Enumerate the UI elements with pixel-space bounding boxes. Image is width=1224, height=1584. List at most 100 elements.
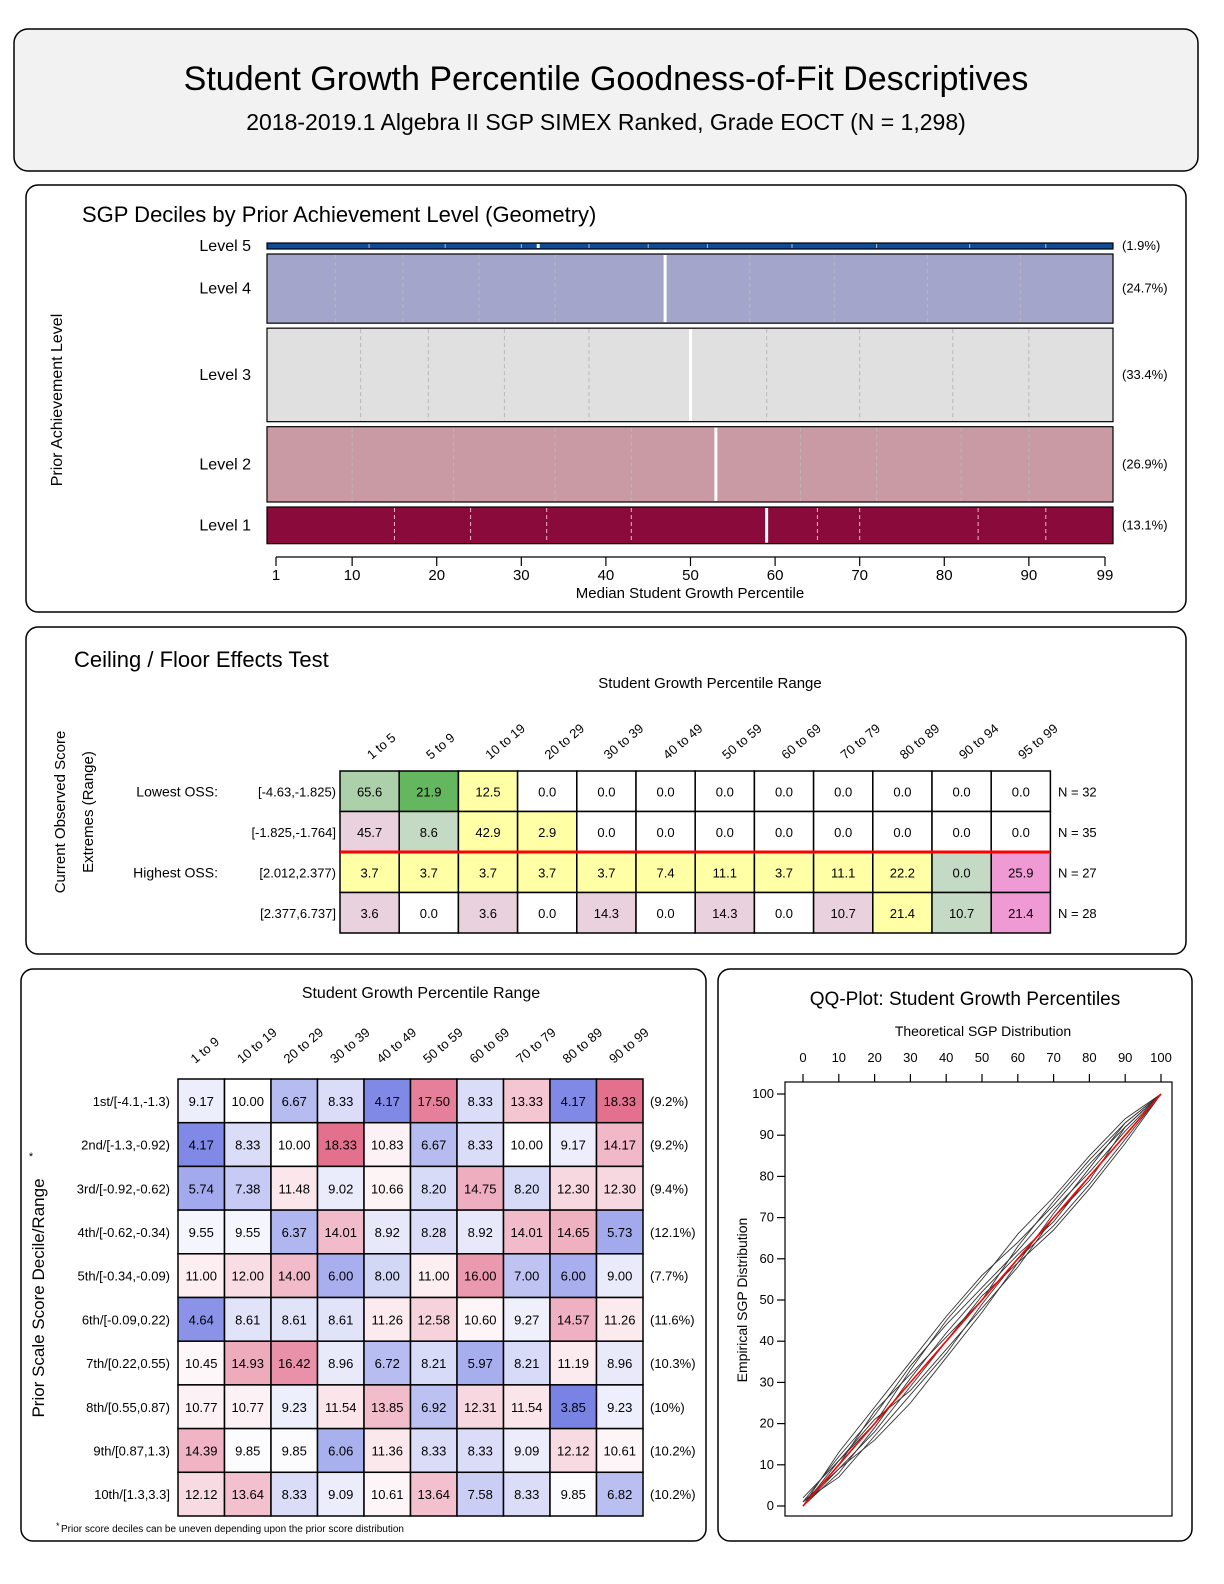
- heatmap-cell-value: 11.54: [511, 1400, 543, 1415]
- heatmap-cell-value: 10.45: [185, 1356, 218, 1371]
- x-tick-label: 20: [428, 567, 445, 584]
- heatmap-cell: [409, 1427, 458, 1474]
- cf-cell: [457, 770, 519, 813]
- heatmap-row-label: 6th/[-0.09,0.22): [82, 1312, 170, 1327]
- cf-cell-value: 21.4: [1008, 906, 1033, 921]
- heatmap-cell-value: 8.33: [235, 1138, 260, 1153]
- heatmap-cell: [549, 1253, 598, 1299]
- heatmap-cell-value: 9.09: [514, 1443, 539, 1458]
- qq-x-tick-label: 20: [867, 1050, 881, 1065]
- heatmap-cell-value: 10.61: [371, 1487, 404, 1502]
- cf-cell: [694, 770, 756, 813]
- heatmap-cell-value: 14.17: [603, 1138, 636, 1153]
- deciles-bars: Level 5 (1.9%) Level 4 (24.7%) Level 3 (33.4%…: [199, 238, 1168, 545]
- heatmap-cell: [363, 1427, 412, 1474]
- heatmap-cell-value: 16.42: [278, 1356, 311, 1371]
- deciles-x-axis: 1 10 20 30 40 50 60 70 80 90 99: [272, 556, 1113, 584]
- heatmap-cell-value: 8.33: [468, 1443, 493, 1458]
- cf-row-range: [2.012,2.377): [259, 865, 336, 880]
- heatmap-row-share: (9.4%): [650, 1181, 688, 1196]
- heatmap-row-label: 3rd/[-0.92,-0.62): [77, 1181, 170, 1196]
- heatmap-cell-value: 10.61: [603, 1443, 636, 1458]
- cf-cell: [576, 851, 637, 894]
- qq-x-tick-label: 10: [832, 1050, 846, 1065]
- heatmap-cell-value: 6.82: [607, 1487, 632, 1502]
- heatmap-footnote-asterisk: *: [56, 1521, 60, 1531]
- heatmap-cell-value: 6.00: [328, 1269, 353, 1284]
- cf-cell: [398, 891, 460, 934]
- cf-cell-value: 0.0: [834, 784, 852, 799]
- x-tick-label: 40: [598, 567, 615, 584]
- cf-cell-value: 3.7: [775, 865, 793, 880]
- qq-empirical-line: [802, 1093, 1162, 1503]
- heatmap-cell-value: 14.39: [185, 1443, 218, 1458]
- cf-cell-value: 3.7: [538, 865, 556, 880]
- heatmap-cell-value: 9.02: [328, 1181, 353, 1196]
- qq-y-tick-label: 80: [760, 1168, 774, 1183]
- heatmap-cell-value: 11.00: [418, 1269, 450, 1284]
- heatmap-cell: [270, 1078, 319, 1124]
- level-share-label: (33.4%): [1122, 367, 1168, 382]
- heatmap-cell-value: 10.66: [371, 1181, 404, 1196]
- heatmap-cell-value: 10.00: [231, 1094, 264, 1109]
- x-tick-label: 60: [767, 567, 784, 584]
- level-bar: [266, 253, 1114, 324]
- cf-cell-value: 0.0: [893, 784, 911, 799]
- heatmap-cell-value: 6.06: [328, 1443, 353, 1458]
- heatmap-cell-value: 12.12: [185, 1487, 218, 1502]
- level-share-label: (13.1%): [1122, 517, 1168, 532]
- heatmap-cell: [270, 1296, 319, 1342]
- heatmap-cell-value: 6.72: [375, 1356, 400, 1371]
- cf-cell-value: 0.0: [1012, 825, 1030, 840]
- heatmap-row-share: (10%): [650, 1400, 685, 1415]
- heatmap-cell: [502, 1471, 551, 1517]
- cf-cell-value: 0.0: [953, 784, 971, 799]
- x-tick-label: 30: [513, 567, 530, 584]
- heatmap-cell-value: 7.00: [514, 1269, 539, 1284]
- heatmap-cell-value: 8.96: [328, 1356, 353, 1371]
- heatmap-cell: [456, 1253, 505, 1299]
- qq-y-tick-label: 70: [760, 1210, 774, 1225]
- heatmap-cell-value: 9.85: [561, 1487, 586, 1502]
- qq-x-tick-label: 80: [1082, 1050, 1096, 1065]
- heatmap-cell-value: 12.31: [464, 1400, 497, 1415]
- cf-cell: [931, 770, 992, 813]
- heatmap-cell-value: 9.27: [514, 1312, 539, 1327]
- cf-cell-value: 3.7: [479, 865, 497, 880]
- qq-y-tick-label: 0: [767, 1498, 774, 1513]
- cf-cell: [457, 810, 519, 853]
- heatmap-row-share: (7.7%): [650, 1269, 688, 1284]
- cf-cell: [931, 891, 992, 934]
- cf-cell-value: 0.0: [597, 825, 615, 840]
- heatmap-cell-value: 8.33: [282, 1487, 307, 1502]
- heatmap-cell-value: 10.60: [464, 1312, 497, 1327]
- cf-cell-value: 10.7: [949, 906, 974, 921]
- heatmap-cell-value: 18.33: [603, 1094, 636, 1109]
- cf-cell-value: 3.6: [479, 906, 497, 921]
- heatmap-cell: [316, 1384, 365, 1430]
- report-title: Student Growth Percentile Goodness-of-Fi…: [184, 60, 1029, 98]
- heatmap-cell: [223, 1253, 272, 1299]
- cf-row-n: N = 28: [1058, 906, 1097, 921]
- cf-cell-value: 3.6: [361, 906, 379, 921]
- cf-cell-value: 3.7: [420, 865, 438, 880]
- qq-y-tick-label: 50: [760, 1292, 774, 1307]
- qq-y-tick-label: 90: [760, 1127, 774, 1142]
- heatmap-cell: [502, 1078, 551, 1124]
- heatmap-cell: [363, 1340, 412, 1386]
- qq-empirical-line: [802, 1093, 1162, 1507]
- heatmap-cell-value: 9.55: [189, 1225, 214, 1240]
- cf-cell-value: 2.9: [538, 825, 556, 840]
- cf-cell-value: 0.0: [775, 825, 793, 840]
- deciles-title: SGP Deciles by Prior Achievement Level (…: [82, 202, 596, 227]
- heatmap-cell-value: 8.33: [514, 1487, 539, 1502]
- cf-cell: [339, 891, 400, 934]
- heatmap-asterisk: *: [29, 1151, 34, 1163]
- heatmap-row-label: 9th/[0.87,1.3): [93, 1443, 170, 1458]
- heatmap-cell: [316, 1427, 365, 1474]
- heatmap-cell: [502, 1209, 551, 1255]
- qq-y-tick-label: 30: [760, 1374, 774, 1389]
- heatmap-row-label: 10th/[1.3,3.3]: [94, 1487, 170, 1502]
- heatmap-cell-value: 9.17: [189, 1094, 214, 1109]
